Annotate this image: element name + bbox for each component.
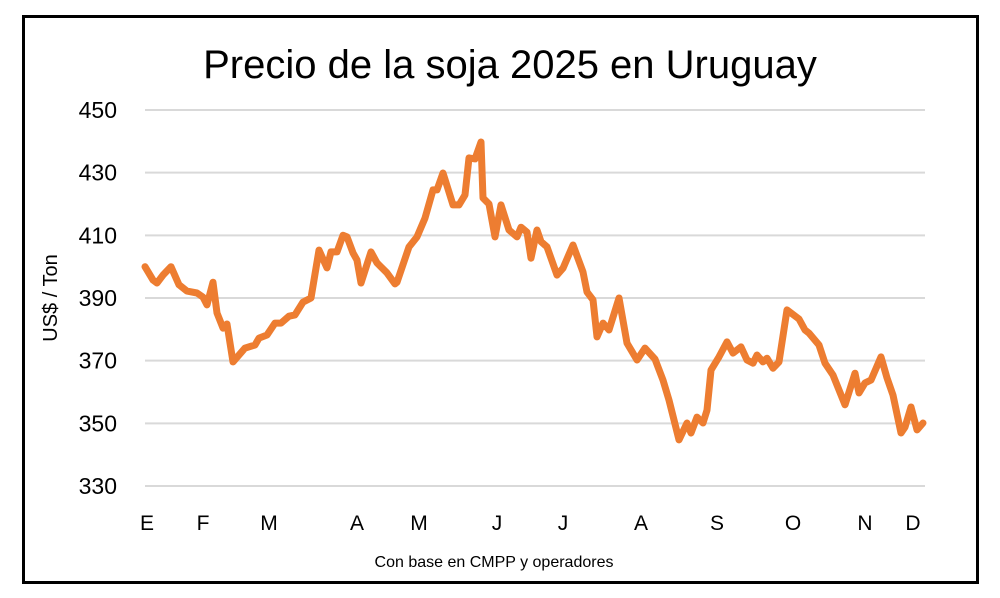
series-group [141, 138, 927, 444]
y-tick-label: 370 [79, 348, 117, 374]
chart-title: Precio de la soja 2025 en Uruguay [203, 43, 817, 87]
gridlines [145, 109, 925, 487]
y-tick-label: 450 [79, 97, 117, 123]
y-tick-label: 430 [79, 160, 117, 186]
y-tick-label: 410 [79, 222, 117, 248]
x-tick-label: M [410, 512, 428, 535]
y-tick-label: 330 [79, 473, 117, 499]
y-axis-label: US$ / Ton [40, 254, 62, 341]
y-tick-label: 350 [79, 410, 117, 436]
x-tick-label: A [350, 512, 364, 535]
x-tick-label: F [197, 512, 210, 535]
x-tick-label: S [710, 512, 724, 535]
x-tick-label: D [905, 512, 920, 535]
y-tick-label: 390 [79, 285, 117, 311]
chart-frame [22, 15, 979, 584]
y-axis-ticks: 450 430 410 390 370 350 330 [79, 97, 117, 499]
x-tick-label: M [260, 512, 278, 535]
x-tick-label: N [857, 512, 872, 535]
source-note: Con base en CMPP y operadores [375, 554, 614, 571]
x-tick-label: O [785, 512, 801, 535]
price-line [141, 138, 927, 444]
x-tick-label: J [492, 512, 503, 535]
x-tick-label: A [634, 512, 648, 535]
x-tick-label: J [558, 512, 569, 535]
x-tick-label: E [140, 512, 154, 535]
